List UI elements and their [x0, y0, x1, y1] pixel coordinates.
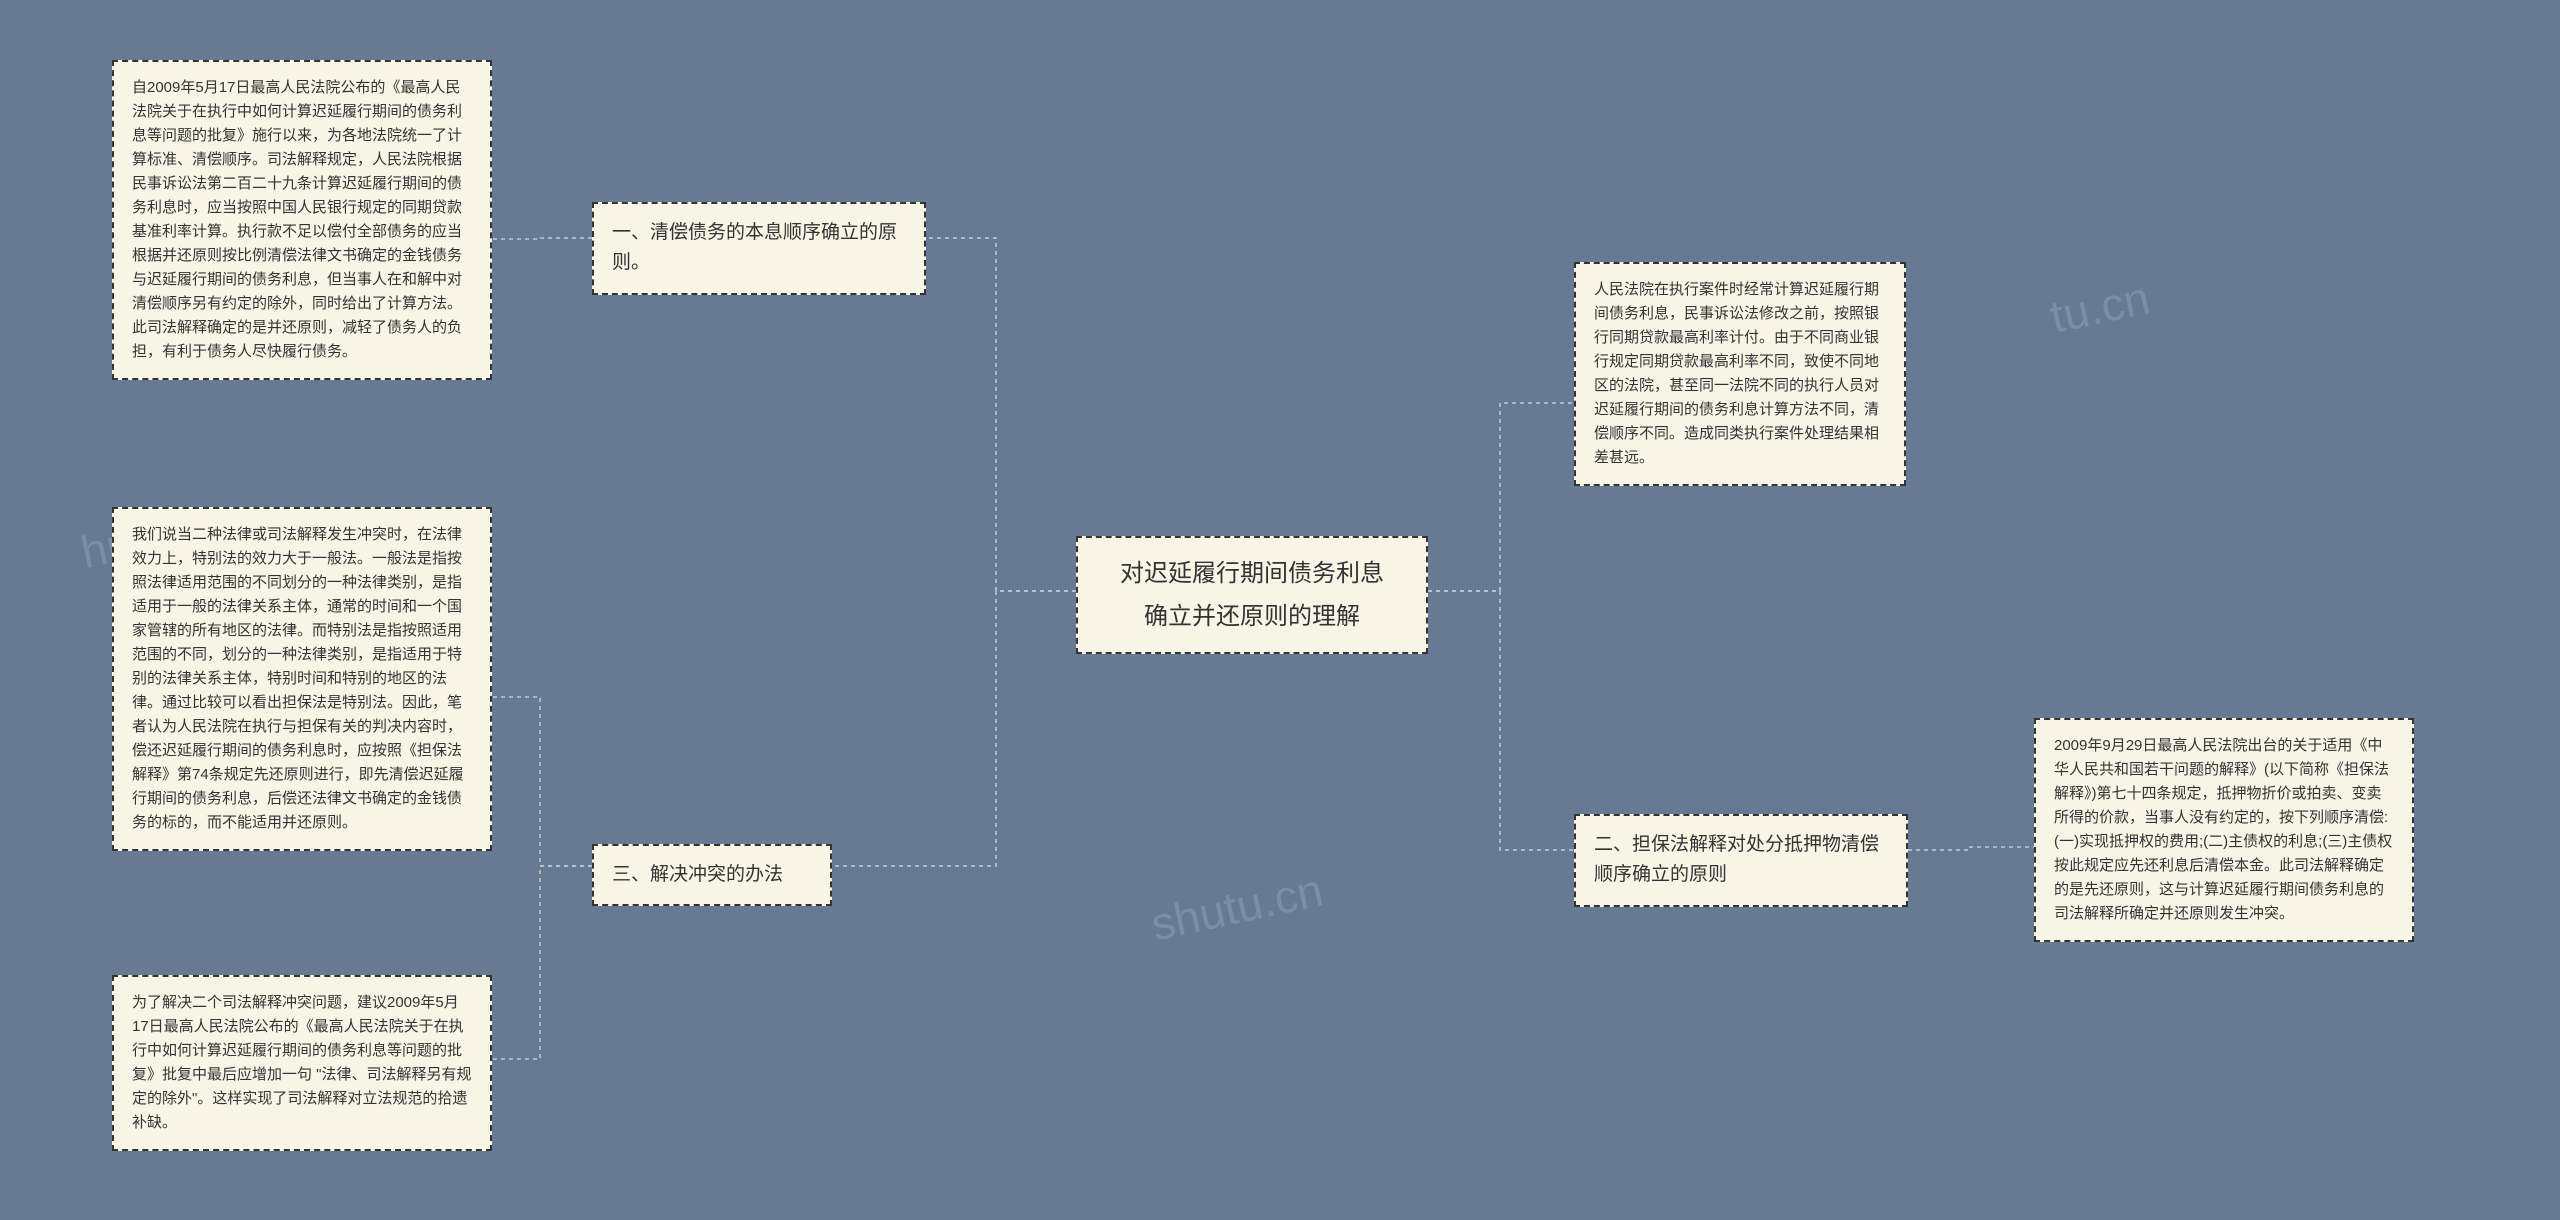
central-node: 对迟延履行期间债务利息 确立并还原则的理解 [1076, 536, 1428, 654]
detail-2: 2009年9月29日最高人民法院出台的关于适用《中华人民共和国若干问题的解释》(… [2034, 718, 2414, 942]
section-2-text: 二、担保法解释对处分抵押物清偿 顺序确立的原则 [1594, 834, 1879, 885]
connector-line [492, 697, 592, 866]
connector-line [1428, 591, 1574, 850]
detail-2-text: 2009年9月29日最高人民法院出台的关于适用《中华人民共和国若干问题的解释》(… [2054, 737, 2392, 922]
central-text: 对迟延履行期间债务利息 确立并还原则的理解 [1120, 560, 1384, 630]
detail-0: 人民法院在执行案件时经常计算迟延履行期间债务利息，民事诉讼法修改之前，按照银行同… [1574, 262, 1906, 486]
connector-line [832, 591, 1076, 866]
connector-line [926, 238, 1076, 591]
detail-3b-text: 为了解决二个司法解释冲突问题，建议2009年5月17日最高人民法院公布的《最高人… [132, 994, 472, 1131]
connector-line [492, 238, 592, 239]
detail-3a: 我们说当二种法律或司法解释发生冲突时，在法律效力上，特别法的效力大于一般法。一般… [112, 507, 492, 851]
detail-3a-text: 我们说当二种法律或司法解释发生冲突时，在法律效力上，特别法的效力大于一般法。一般… [132, 526, 464, 831]
detail-1-text: 自2009年5月17日最高人民法院公布的《最高人民法院关于在执行中如何计算迟延履… [132, 79, 462, 360]
section-2: 二、担保法解释对处分抵押物清偿 顺序确立的原则 [1574, 814, 1908, 907]
watermark: tu.cn [2045, 270, 2154, 344]
connector-line [492, 866, 592, 1059]
section-1: 一、清偿债务的本息顺序确立的原 则。 [592, 202, 926, 295]
section-3: 三、解决冲突的办法 [592, 844, 832, 906]
section-1-text: 一、清偿债务的本息顺序确立的原 则。 [612, 222, 897, 273]
connector-line [1908, 847, 2034, 850]
watermark: shutu.cn [1146, 863, 1327, 952]
section-3-text: 三、解决冲突的办法 [612, 864, 783, 885]
connector-line [1428, 403, 1574, 591]
detail-3b: 为了解决二个司法解释冲突问题，建议2009年5月17日最高人民法院公布的《最高人… [112, 975, 492, 1151]
detail-0-text: 人民法院在执行案件时经常计算迟延履行期间债务利息，民事诉讼法修改之前，按照银行同… [1594, 281, 1879, 466]
detail-1: 自2009年5月17日最高人民法院公布的《最高人民法院关于在执行中如何计算迟延履… [112, 60, 492, 380]
